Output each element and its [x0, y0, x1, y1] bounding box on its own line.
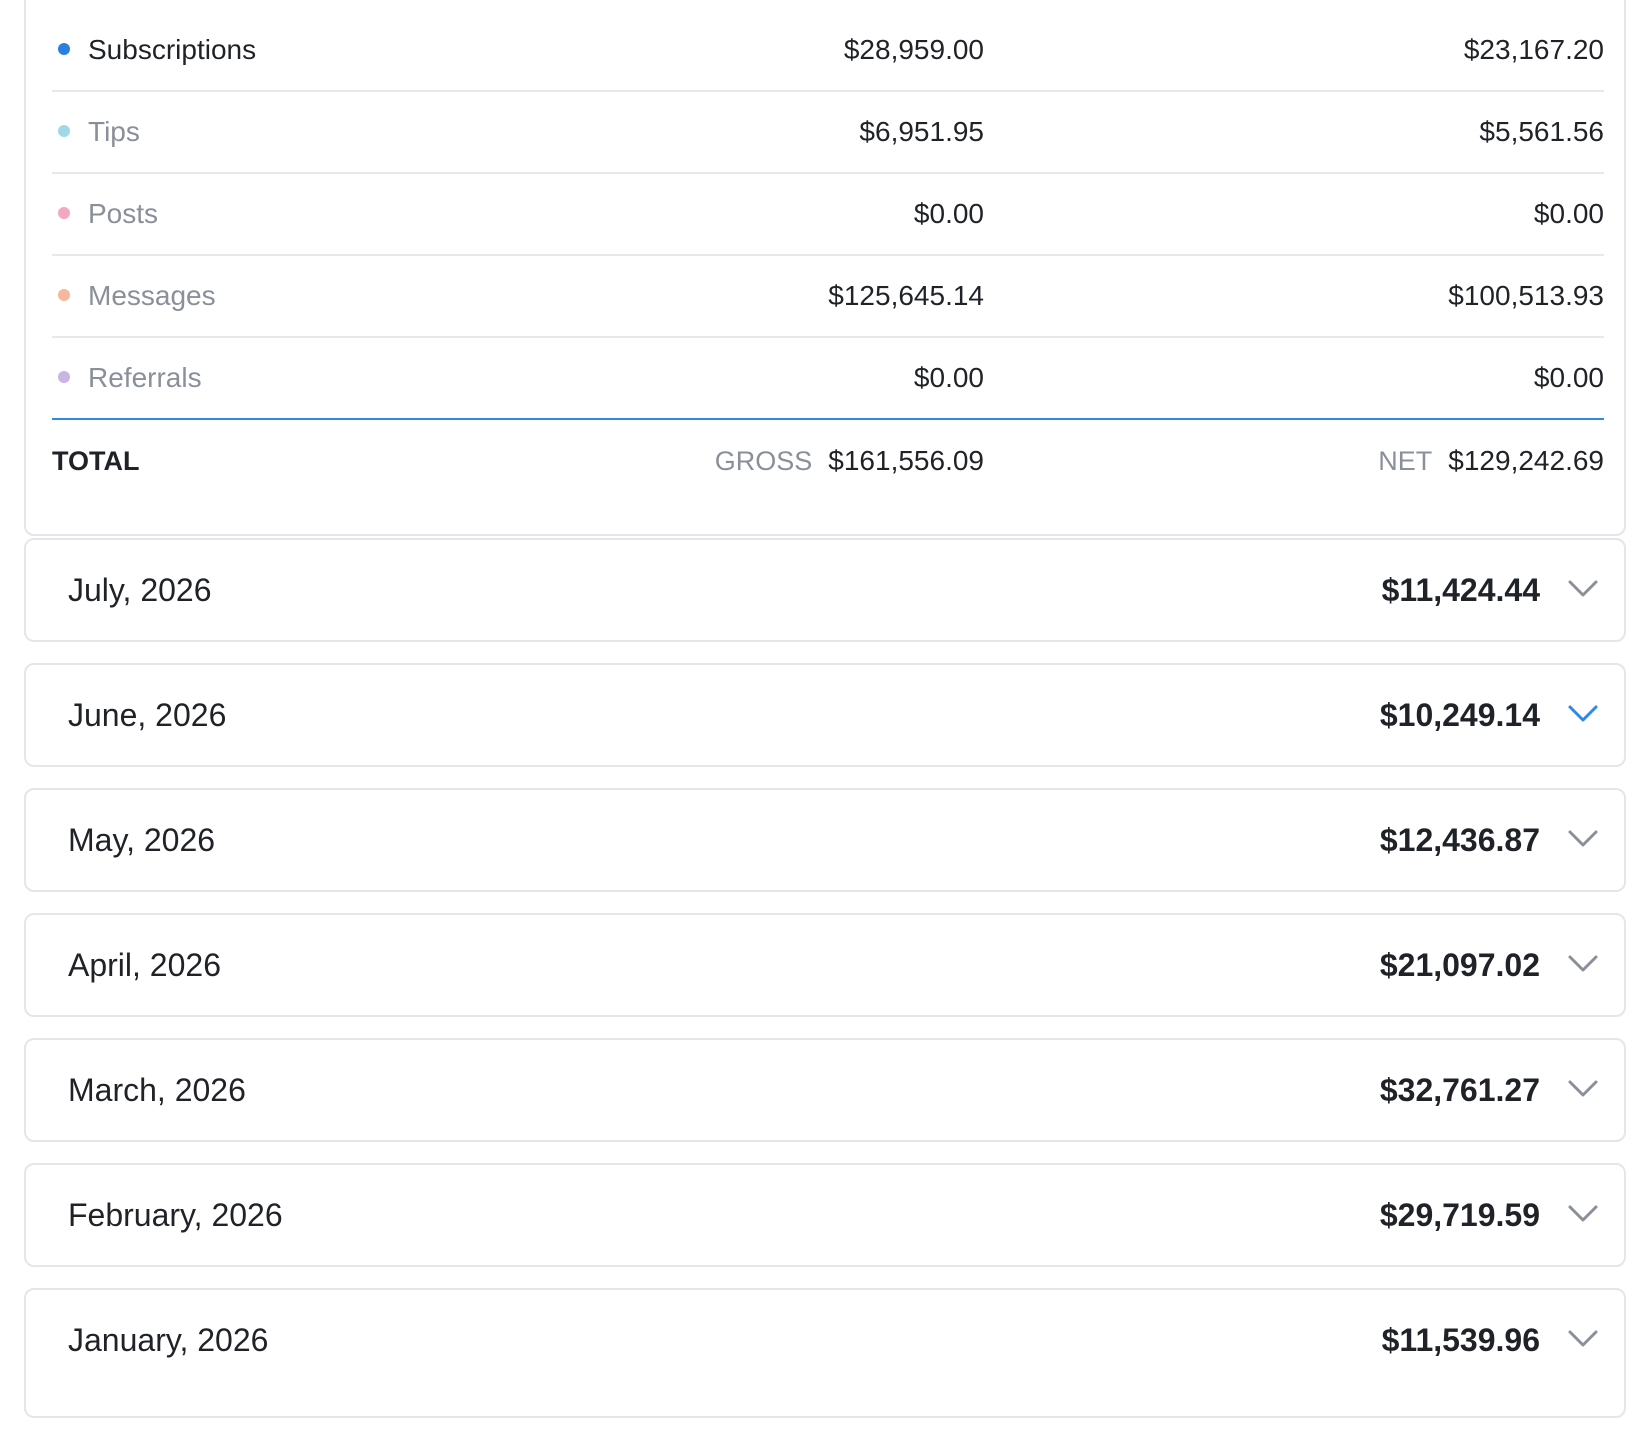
chevron-down-icon[interactable] — [1566, 1326, 1600, 1352]
month-label: February, 2026 — [68, 1197, 283, 1233]
month-label: July, 2026 — [68, 572, 212, 608]
row-gross-value: $0.00 — [913, 362, 984, 393]
row-gross-value: $28,959.00 — [843, 34, 984, 65]
breakdown-row-tips: Tips $6,951.95 $5,561.56 — [52, 92, 1604, 174]
posts-dot-icon — [58, 207, 70, 219]
row-label: Posts — [88, 198, 159, 229]
gross-tag: GROSS — [714, 446, 813, 476]
chevron-down-icon[interactable] — [1566, 826, 1600, 852]
month-label: March, 2026 — [68, 1072, 246, 1108]
month-row-may-2026[interactable]: May, 2026 $12,436.87 — [24, 788, 1626, 892]
subscriptions-dot-icon — [58, 43, 70, 55]
row-net-value: $5,561.56 — [1479, 116, 1604, 147]
total-gross-value: $161,556.09 — [828, 445, 984, 476]
earnings-summary-card: Subscriptions $28,959.00 $23,167.20 Tips… — [24, 0, 1626, 536]
month-amount: $11,539.96 — [1381, 1322, 1540, 1358]
earnings-breakdown-table: Subscriptions $28,959.00 $23,167.20 Tips… — [52, 10, 1604, 502]
month-amount: $32,761.27 — [1379, 1072, 1540, 1108]
month-label: May, 2026 — [68, 822, 216, 858]
referrals-dot-icon — [58, 371, 70, 383]
month-row-july-2026[interactable]: July, 2026 $11,424.44 — [24, 538, 1626, 642]
month-amount: $10,249.14 — [1379, 697, 1540, 733]
breakdown-row-posts: Posts $0.00 $0.00 — [52, 174, 1604, 256]
row-net-value: $0.00 — [1533, 198, 1604, 229]
row-gross-value: $125,645.14 — [828, 280, 984, 311]
chevron-down-icon[interactable] — [1566, 576, 1600, 602]
month-amount: $11,424.44 — [1381, 572, 1540, 608]
net-tag: NET — [1378, 446, 1433, 476]
breakdown-row-subscriptions: Subscriptions $28,959.00 $23,167.20 — [52, 10, 1604, 92]
chevron-down-icon[interactable] — [1566, 951, 1600, 977]
month-amount: $21,097.02 — [1379, 947, 1540, 983]
month-label: June, 2026 — [68, 697, 227, 733]
chevron-down-icon[interactable] — [1566, 1076, 1600, 1102]
messages-dot-icon — [58, 289, 70, 301]
month-label: April, 2026 — [68, 947, 221, 983]
tips-dot-icon — [58, 125, 70, 137]
breakdown-row-messages: Messages $125,645.14 $100,513.93 — [52, 256, 1604, 338]
month-amount: $12,436.87 — [1379, 822, 1540, 858]
row-gross-value: $6,951.95 — [859, 116, 984, 147]
row-net-value: $0.00 — [1533, 362, 1604, 393]
row-net-value: $23,167.20 — [1463, 34, 1604, 65]
month-row-january-2026[interactable]: January, 2026 $11,539.96 — [24, 1288, 1626, 1418]
total-row: TOTAL GROSS $161,556.09 NET $129,242.69 — [52, 420, 1604, 502]
row-gross-value: $0.00 — [913, 198, 984, 229]
total-net-value: $129,242.69 — [1448, 445, 1604, 476]
row-net-value: $100,513.93 — [1448, 280, 1604, 311]
month-row-march-2026[interactable]: March, 2026 $32,761.27 — [24, 1038, 1626, 1142]
month-label: January, 2026 — [68, 1322, 269, 1358]
total-gross: GROSS $161,556.09 — [715, 420, 984, 502]
breakdown-row-referrals: Referrals $0.00 $0.00 — [52, 338, 1604, 420]
chevron-down-icon[interactable] — [1566, 701, 1600, 727]
month-row-april-2026[interactable]: April, 2026 $21,097.02 — [24, 913, 1626, 1017]
chevron-down-icon[interactable] — [1566, 1201, 1600, 1227]
row-label: Tips — [88, 116, 140, 147]
month-row-february-2026[interactable]: February, 2026 $29,719.59 — [24, 1163, 1626, 1267]
total-label: TOTAL — [52, 446, 140, 476]
total-net: NET $129,242.69 — [1378, 420, 1604, 502]
row-label: Subscriptions — [88, 34, 257, 65]
row-label: Referrals — [88, 362, 202, 393]
month-row-june-2026[interactable]: June, 2026 $10,249.14 — [24, 663, 1626, 767]
row-label: Messages — [88, 280, 216, 311]
month-amount: $29,719.59 — [1379, 1197, 1540, 1233]
